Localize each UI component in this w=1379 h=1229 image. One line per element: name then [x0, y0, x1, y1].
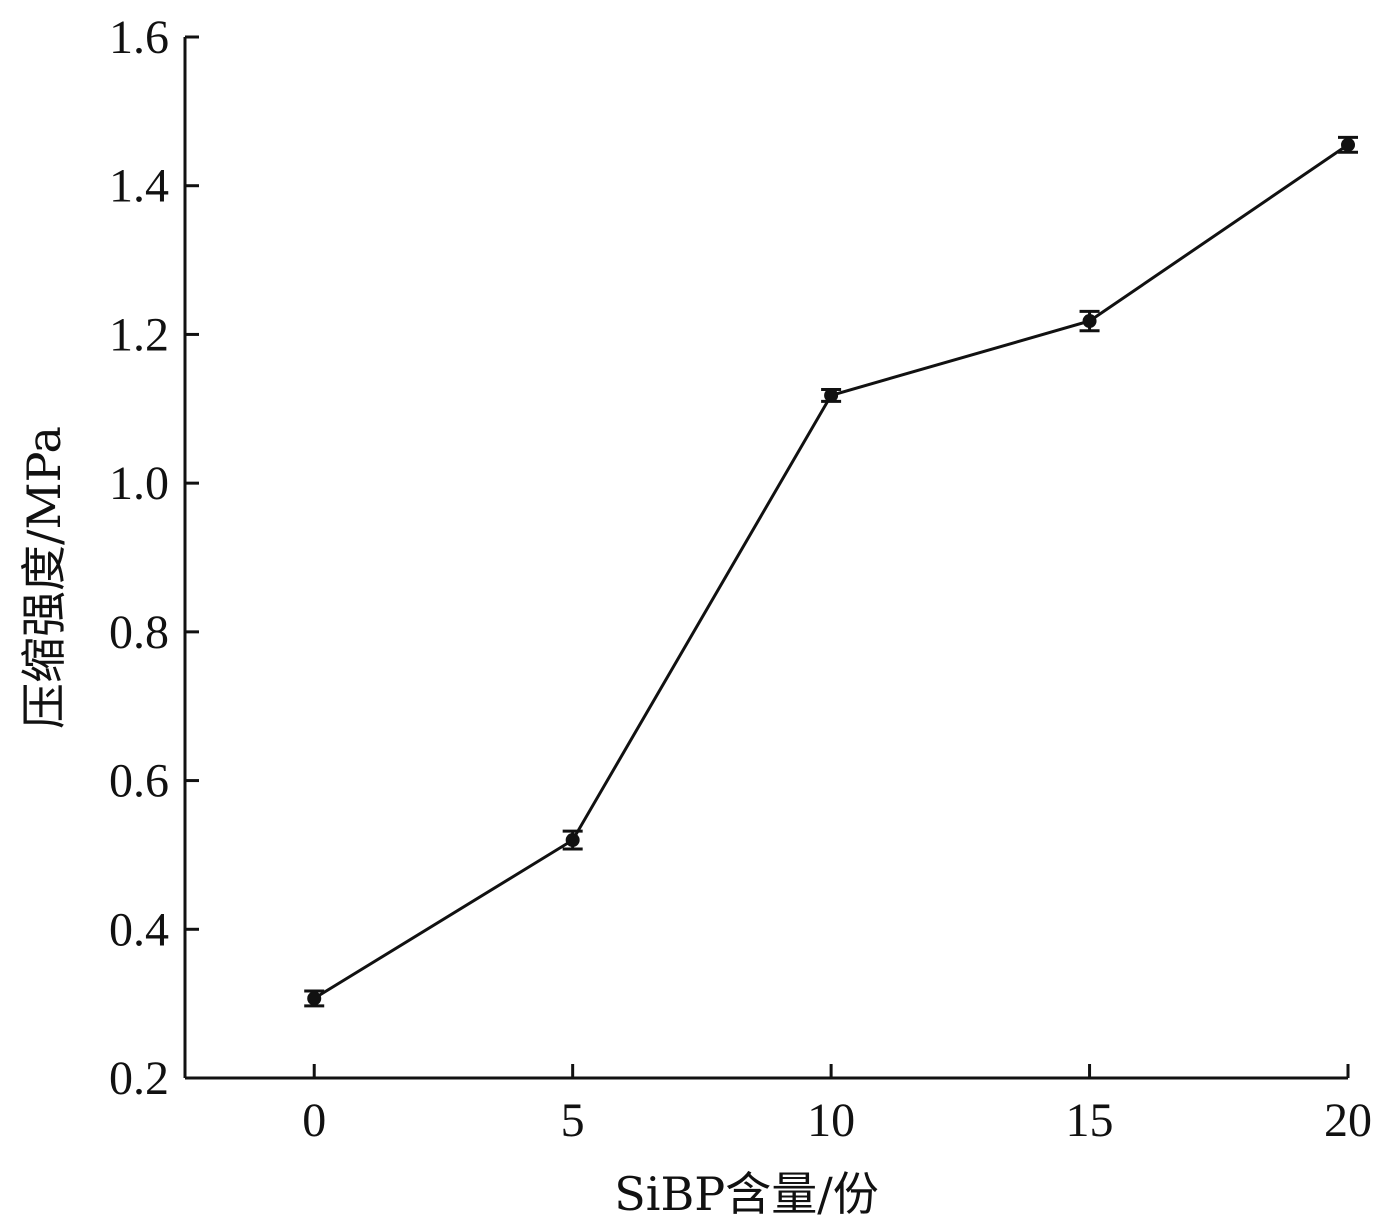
- y-tick-label: 0.2: [109, 1052, 169, 1105]
- y-tick-label: 1.4: [109, 160, 169, 213]
- data-point: [1082, 314, 1097, 329]
- y-tick-label: 0.4: [109, 903, 169, 956]
- y-tick-label: 1.2: [109, 308, 169, 361]
- series-line: [313, 143, 1349, 1000]
- x-axis-title: SiBP含量/份: [614, 1167, 878, 1221]
- y-tick-label: 1.0: [109, 457, 169, 510]
- x-tick-label: 15: [1066, 1094, 1114, 1147]
- x-tick-label: 5: [561, 1094, 585, 1147]
- data-point: [565, 833, 580, 848]
- x-tick-label: 0: [302, 1094, 326, 1147]
- y-axis-ticks: 0.2 0.4 0.6 0.8 1.0 1.2 1.4 1.6: [109, 11, 199, 1105]
- y-axis-title: 压缩强度/MPa: [17, 426, 71, 729]
- y-tick-label: 0.6: [109, 755, 169, 808]
- x-tick-label: 20: [1324, 1094, 1372, 1147]
- x-axis-ticks: 0 5 10 15 20: [302, 1064, 1372, 1147]
- y-tick-label: 0.8: [109, 606, 169, 659]
- data-series: [304, 135, 1358, 1008]
- y-tick-label: 1.6: [109, 11, 169, 64]
- data-point: [307, 991, 322, 1006]
- data-point: [1341, 137, 1355, 152]
- axes: [183, 37, 1348, 1080]
- x-tick-label: 10: [807, 1094, 855, 1147]
- data-point: [824, 388, 839, 403]
